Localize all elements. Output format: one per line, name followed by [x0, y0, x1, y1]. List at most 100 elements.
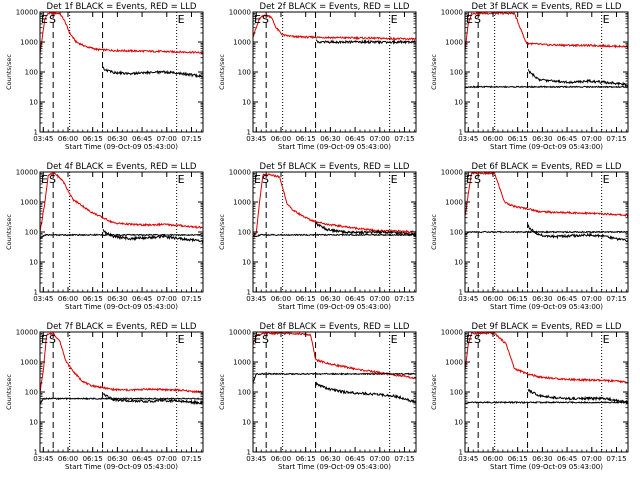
x-tick-label: 07:00 [370, 455, 390, 463]
panel-det-8: Det 8f BLACK = Events, RED = LLD 1 10 100 10… [218, 322, 417, 471]
x-tick-label: 07:15 [606, 295, 626, 303]
marker-s-start: S [49, 173, 56, 186]
y-tick-label: 10 [29, 419, 38, 427]
marker-e-end: E [178, 173, 185, 186]
y-tick-label: 1 [34, 129, 38, 137]
marker-e-end: E [603, 173, 610, 186]
x-tick-label: 06:15 [508, 135, 528, 143]
lld-series-line [465, 12, 628, 52]
y-tick-label: 1000 [445, 39, 463, 47]
x-tick-label: 06:45 [132, 295, 152, 303]
marker-s-start: S [262, 173, 269, 186]
marker-e-end: E [391, 333, 398, 346]
x-axis-label: Start Time (09-Oct-09 05:43:00) [65, 143, 178, 151]
marker-s-start: S [474, 173, 481, 186]
events-series-early [253, 372, 416, 383]
panel-det-7: Det 7f BLACK = Events, RED = LLD 1 10 100 10… [5, 322, 204, 471]
x-tick-label: 07:15 [394, 295, 414, 303]
x-tick-label: 06:00 [271, 295, 291, 303]
events-series-early [465, 400, 628, 405]
marker-s-start: S [474, 13, 481, 26]
marker-e-start: E [41, 333, 48, 346]
x-tick-label: 06:45 [345, 135, 365, 143]
y-tick-label: 10000 [229, 9, 251, 17]
marker-e-start: E [466, 173, 473, 186]
marker-s-start: S [49, 13, 56, 26]
y-tick-label: 10 [454, 259, 463, 267]
x-tick-label: 07:15 [181, 295, 201, 303]
marker-e-start: E [41, 173, 48, 186]
y-tick-label: 10000 [229, 169, 251, 177]
x-tick-label: 06:45 [132, 455, 152, 463]
panel-det-2: Det 2f BLACK = Events, RED = LLD 1 10 100 10… [218, 2, 417, 151]
x-tick-label: 07:00 [582, 295, 602, 303]
marker-e-start: E [254, 173, 261, 186]
plot-area [40, 12, 203, 132]
x-tick-label: 06:30 [107, 295, 127, 303]
x-axis-label: Start Time (09-Oct-09 05:43:00) [490, 303, 603, 311]
x-tick-label: 06:45 [557, 455, 577, 463]
y-tick-label: 1000 [445, 359, 463, 367]
y-axis-label: Counts/sec [218, 374, 226, 410]
y-axis-label: Counts/sec [430, 374, 438, 410]
x-tick-label: 07:00 [157, 295, 177, 303]
events-series-line [527, 224, 628, 243]
y-tick-label: 100 [238, 389, 251, 397]
x-tick-label: 03:45 [458, 135, 478, 143]
lld-series-line [253, 173, 416, 237]
x-tick-label: 07:15 [394, 135, 414, 143]
panel-title: Det 1f BLACK = Events, RED = LLD [47, 2, 197, 12]
x-tick-label: 06:45 [345, 295, 365, 303]
x-tick-label: 07:00 [370, 135, 390, 143]
panel-det-5: Det 5f BLACK = Events, RED = LLD 1 10 100 10… [218, 162, 417, 311]
panel-title: Det 4f BLACK = Events, RED = LLD [47, 162, 197, 172]
x-axis-label: Start Time (09-Oct-09 05:43:00) [490, 143, 603, 151]
marker-s-start: S [262, 13, 269, 26]
panel-title: Det 9f BLACK = Events, RED = LLD [472, 322, 622, 332]
marker-e-end: E [391, 173, 398, 186]
x-tick-label: 06:00 [271, 135, 291, 143]
marker-e-start: E [466, 13, 473, 26]
y-tick-label: 1000 [233, 199, 251, 207]
x-tick-label: 06:30 [320, 295, 340, 303]
axes-frame [464, 331, 629, 453]
panel-title: Det 2f BLACK = Events, RED = LLD [260, 2, 410, 12]
x-tick-label: 06:15 [296, 135, 316, 143]
axes-frame [39, 171, 204, 293]
y-tick-label: 10 [454, 419, 463, 427]
y-tick-label: 1 [459, 289, 463, 297]
y-tick-label: 10 [29, 99, 38, 107]
lld-series-line [253, 13, 416, 42]
x-tick-label: 06:45 [345, 455, 365, 463]
y-tick-label: 1 [247, 449, 251, 457]
y-axis-label: Counts/sec [430, 54, 438, 90]
plot-area [465, 332, 628, 452]
y-tick-label: 1 [34, 289, 38, 297]
y-tick-label: 1 [247, 129, 251, 137]
marker-e-start: E [254, 13, 261, 26]
x-tick-label: 06:15 [83, 295, 103, 303]
events-series-line [315, 221, 416, 238]
x-tick-label: 06:30 [107, 135, 127, 143]
x-tick-label: 06:15 [508, 295, 528, 303]
plot-area [465, 172, 628, 292]
x-axis-label: Start Time (09-Oct-09 05:43:00) [278, 463, 391, 471]
x-tick-label: 03:45 [33, 295, 53, 303]
lld-series-line [465, 332, 628, 384]
x-tick-label: 07:00 [370, 295, 390, 303]
y-tick-label: 100 [25, 229, 38, 237]
y-tick-label: 100 [450, 229, 463, 237]
x-tick-label: 03:45 [246, 295, 266, 303]
y-tick-label: 1 [34, 449, 38, 457]
panel-title: Det 8f BLACK = Events, RED = LLD [260, 322, 410, 332]
y-axis-label: Counts/sec [430, 214, 438, 250]
events-series-line [102, 66, 203, 79]
panel-det-3: Det 3f BLACK = Events, RED = LLD 1 10 100 10… [430, 2, 629, 151]
events-series-line [527, 69, 628, 87]
x-tick-label: 06:00 [483, 455, 503, 463]
lld-series-line [40, 12, 203, 55]
events-series-early [253, 233, 416, 238]
panel-det-1: Det 1f BLACK = Events, RED = LLD 1 10 100 10… [5, 2, 204, 151]
y-tick-label: 1000 [20, 39, 38, 47]
